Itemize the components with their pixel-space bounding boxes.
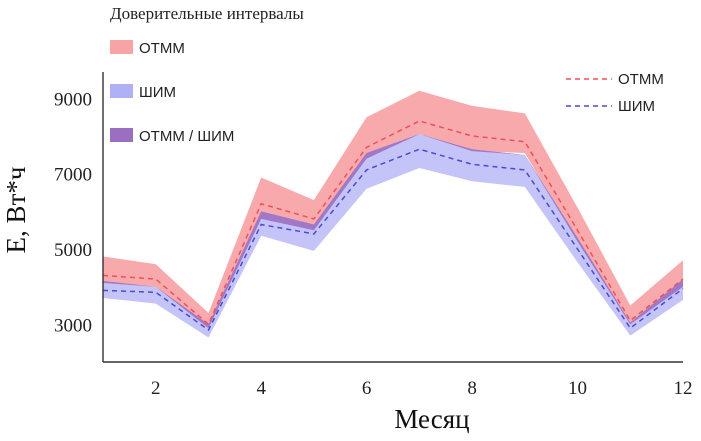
series-line-otmm (102, 120, 684, 326)
series-lines (102, 120, 684, 332)
x-tick-label: 8 (467, 378, 477, 399)
x-axis-title: Месяц (394, 404, 469, 434)
band-legend-label-overlap: ОТММ / ШИМ (139, 128, 234, 145)
band-legend-title: Доверительные интервалы (110, 4, 304, 23)
band-legend-label-shim: ШИМ (139, 84, 176, 101)
axes (102, 72, 683, 363)
y-tick-label: 5000 (54, 240, 92, 261)
band-legend-swatch-overlap (110, 128, 133, 142)
line-legend-label-otmm: ОТММ (618, 71, 664, 88)
y-tick-label: 7000 (54, 165, 92, 186)
x-tick-label: 4 (256, 378, 266, 399)
x-tick-label: 12 (674, 378, 693, 399)
x-tick-label: 6 (362, 378, 372, 399)
band-legend-swatch-shim (110, 84, 133, 98)
line-legend-label-shim: ШИМ (618, 98, 655, 115)
line-legend: ОТММ ШИМ (566, 71, 664, 115)
band-legend-label-otmm: ОТММ (139, 40, 185, 57)
y-tick-label: 3000 (54, 315, 92, 336)
y-axis-title: E, Вт*ч (1, 167, 31, 254)
confidence-band-shim (103, 134, 683, 338)
band-legend: Доверительные интервалы ОТММ ШИМ ОТММ / … (110, 4, 304, 145)
x-tick-label: 10 (568, 378, 587, 399)
confidence-bands (103, 90, 683, 338)
confidence-band-otmm (103, 90, 683, 329)
tick-labels: 2 4 6 8 10 12 3000 5000 7000 9000 (54, 89, 693, 399)
y-tick-label: 9000 (54, 89, 92, 110)
x-tick-label: 2 (151, 378, 161, 399)
series-line-shim (102, 148, 684, 332)
band-legend-swatch-otmm (110, 40, 133, 54)
